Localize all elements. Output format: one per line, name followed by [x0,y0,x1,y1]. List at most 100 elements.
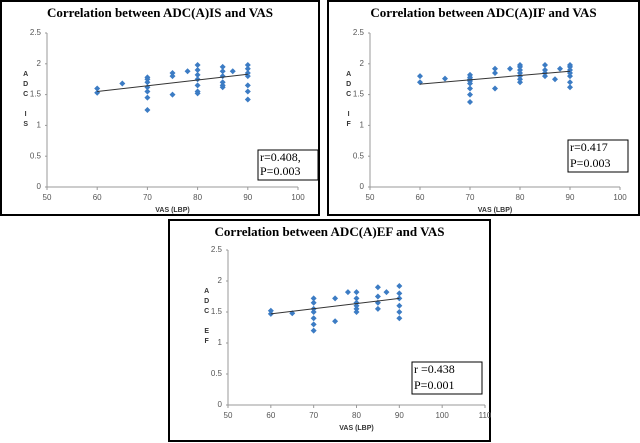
annotation: P=0.003 [260,164,300,178]
data-point [507,65,513,72]
data-point [310,295,317,302]
data-point [169,70,176,77]
annotation-box [567,139,629,173]
chart-title: Correlation between ADC(A)EF and VAS [215,224,445,239]
trend-line [270,297,400,315]
y-tick-label: 0.5 [353,151,365,160]
data-point [467,91,473,98]
y-tick-label: 1.5 [211,307,223,316]
data-point [169,91,176,98]
data-point [353,289,360,296]
x-tick-label: 90 [566,193,575,202]
panel-border [0,0,320,216]
data-point [219,84,226,91]
data-point [467,98,473,105]
data-point [396,309,403,315]
y-axis-label: ADC IF [345,71,352,131]
panel-border [327,0,640,216]
data-point [310,327,317,334]
data-point [557,65,563,72]
data-point [396,282,403,289]
annotation: P=0.003 [570,156,610,170]
data-point [267,307,274,314]
data-point [94,85,101,92]
data-point [144,94,151,101]
data-point [567,84,573,91]
x-tick-label: 100 [435,411,449,420]
data-point [310,315,317,322]
data-point [396,315,403,322]
annotation: P=0.001 [414,378,454,392]
x-tick-label: 90 [395,411,404,420]
y-tick-label: 1.5 [30,90,42,99]
x-axis-label: VAS (LBP) [478,207,512,214]
x-tick-label: 100 [291,193,305,202]
data-point [244,96,251,103]
panel-border [168,219,491,442]
data-point [184,68,191,75]
data-point [353,305,360,312]
data-point [119,80,126,87]
annotation-box [257,149,319,181]
data-point [194,76,201,83]
data-point [492,65,498,72]
data-point [229,68,236,75]
data-point [244,65,251,72]
y-tick-label: 2 [37,59,42,68]
x-axis-label: VAS (LBP) [339,425,373,432]
x-tick-label: 100 [613,193,627,202]
data-point [417,73,423,80]
data-point [374,293,381,300]
data-point [396,290,403,297]
annotation: r=0.417 [570,140,608,154]
data-point [467,85,473,92]
data-point [144,107,151,113]
annotation: r=0.408, [260,150,301,164]
data-point [194,62,201,69]
y-tick-label: 0 [360,182,365,191]
x-tick-label: 50 [43,193,52,202]
data-point [194,90,201,97]
x-tick-label: 50 [224,411,233,420]
data-point [542,73,548,80]
data-point [442,75,448,82]
annotation-box [411,361,483,395]
y-tick-label: 1 [37,121,42,130]
data-point [310,309,317,315]
data-point [567,63,573,70]
data-point [169,73,176,80]
x-tick-label: 60 [266,411,275,420]
data-point [144,74,151,81]
data-point [219,79,226,86]
data-point [517,76,523,83]
x-tick-label: 70 [143,193,152,202]
data-point [517,66,523,73]
y-tick-label: 0.5 [30,151,42,160]
data-point [517,73,523,80]
y-tick-label: 2 [360,59,365,68]
y-tick-label: 1.5 [353,90,365,99]
data-point [144,88,151,95]
data-point [517,70,523,77]
data-point [353,309,360,315]
data-point [542,66,548,73]
data-point [492,85,498,92]
data-point [310,321,317,328]
data-point [374,305,381,312]
y-tick-label: 0 [218,400,223,409]
data-point [383,289,390,296]
y-axis-label: ADC EF [203,288,210,348]
data-point [374,284,381,291]
x-tick-label: 70 [309,411,318,420]
x-tick-label: 80 [352,411,361,420]
data-point [332,318,339,325]
data-point [194,82,201,89]
trend-line [97,73,248,93]
data-point [144,79,151,86]
data-point [542,62,548,69]
y-tick-label: 2 [218,276,223,285]
x-tick-label: 60 [93,193,102,202]
x-tick-label: 80 [193,193,202,202]
data-point [353,302,360,309]
y-tick-label: 0 [37,182,42,191]
